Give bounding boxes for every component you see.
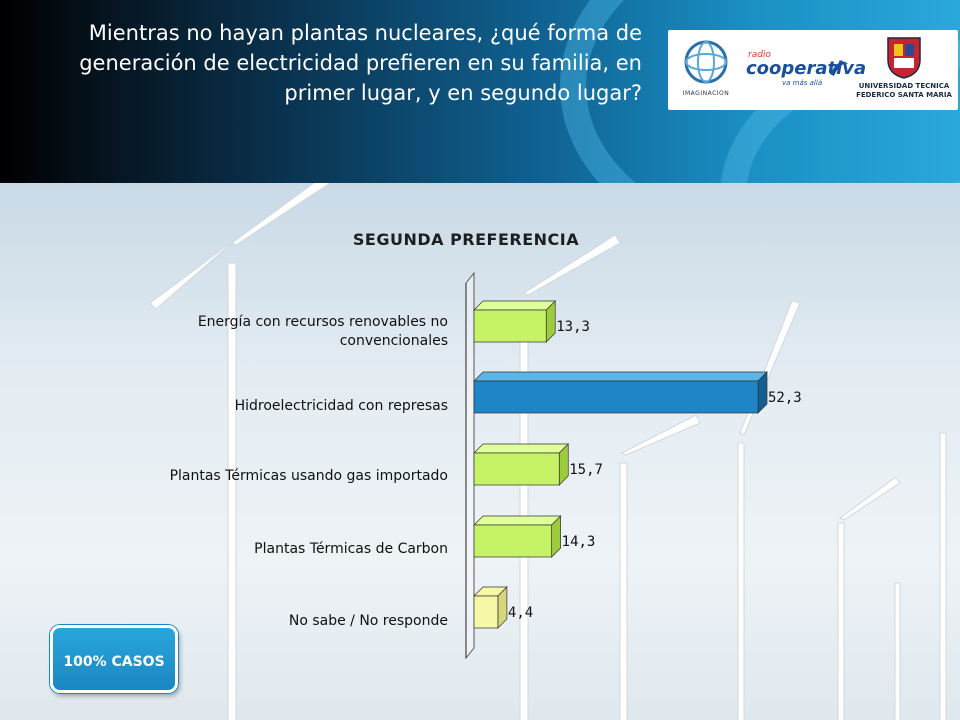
bar-face [473,524,553,558]
chart-bars: 13,3 52,3 15,7 14,3 4,4 [473,300,802,629]
axis-wall [465,271,475,660]
value-label-2: 15,7 [569,462,603,478]
value-label-0: 13,3 [556,319,590,335]
bar-top [473,443,570,454]
category-label-hidro: Hidroelectricidad con represas [234,398,448,414]
bar-top [473,371,768,382]
header-banner: Mientras no hayan plantas nucleares, ¿qu… [0,0,960,183]
utfsm-line1: UNIVERSIDAD TECNICA [858,82,950,90]
shield-icon [887,37,921,79]
bar-0 [473,300,557,343]
bar-3 [473,515,562,558]
cooperativa-swoosh-icon [830,61,848,76]
category-label-carbon: Plantas Térmicas de Carbon [254,541,448,557]
question-title: Mientras no hayan plantas nucleares, ¿qu… [79,21,642,105]
bar-1 [473,371,768,414]
cooperativa-name: cooperativa [746,58,867,79]
value-label-1: 52,3 [768,390,802,406]
cooperativa-prefix: radio [748,50,771,60]
bar-face [473,380,759,414]
chart-axis [465,271,475,660]
logos-panel: IMAGINACION radio cooperativa va más all… [668,30,958,110]
category-label-nsnr: No sabe / No responde [288,613,448,629]
bar-face [473,595,499,629]
bar-top [473,300,557,311]
value-label-3: 14,3 [562,534,596,550]
utfsm-line2: FEDERICO SANTA MARIA [856,91,952,99]
cooperativa-logo: radio cooperativa va más allá [742,46,866,90]
cooperativa-tagline: va más allá [782,79,823,87]
value-label-4: 4,4 [508,605,533,621]
bar-top [473,515,562,526]
globe-icon [684,40,728,84]
category-label-renovables: Energía con recursos renovables no conve… [197,314,448,349]
bar-2 [473,443,570,486]
bar-face [473,309,547,343]
imaginacion-logo: IMAGINACION [676,36,736,104]
bar-face [473,452,560,486]
utfsm-logo: UNIVERSIDAD TECNICA FEDERICO SANTA MARIA [854,36,954,106]
bar-4 [473,586,508,629]
chart-title: SEGUNDA PREFERENCIA [352,230,580,249]
imaginacion-text: IMAGINACION [682,90,730,97]
cases-badge: 100% CASOS [50,625,178,693]
category-label-gas: Plantas Térmicas usando gas importado [169,468,448,484]
